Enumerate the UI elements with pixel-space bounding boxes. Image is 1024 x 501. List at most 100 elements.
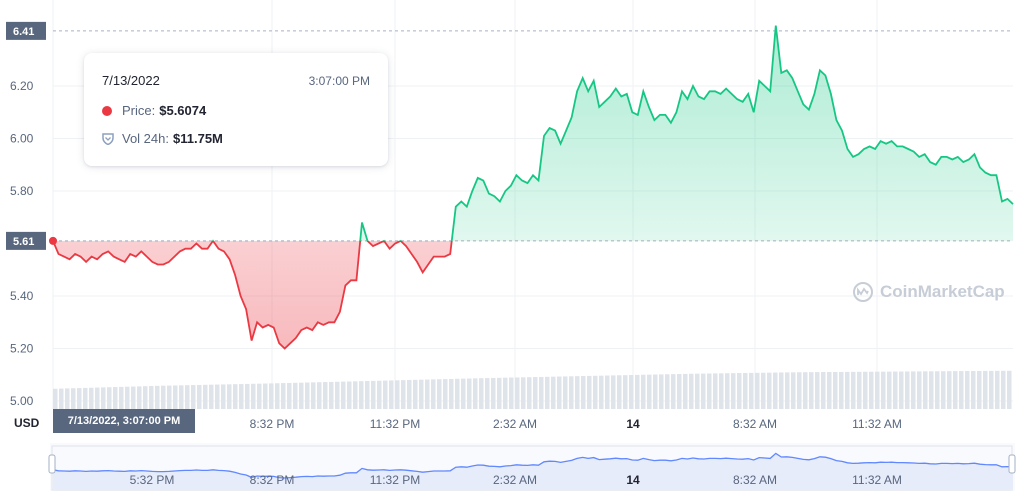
- volume-bar: [431, 379, 436, 409]
- x-tick-label: 11:32 PM: [370, 417, 420, 431]
- volume-bar: [383, 380, 388, 409]
- volume-bars: [53, 370, 1012, 409]
- volume-bar: [761, 372, 766, 409]
- currency-label: USD: [14, 416, 40, 430]
- volume-bar: [683, 373, 688, 409]
- volume-bar: [539, 376, 544, 409]
- range-navigator[interactable]: 5:32 PM 8:32 PM 11:32 PM 2:32 AM 14 8:32 AM 11…: [48, 443, 1016, 491]
- navigator-area: [53, 453, 1013, 490]
- volume-bar: [863, 371, 868, 409]
- navigator-tick-label: 8:32 PM: [250, 473, 295, 487]
- volume-bar: [773, 372, 778, 409]
- price-line-up: [53, 25, 1014, 241]
- volume-bar: [395, 380, 400, 409]
- volume-bar: [83, 387, 88, 409]
- volume-bar: [833, 371, 838, 409]
- volume-bar: [635, 374, 640, 409]
- volume-bar: [563, 376, 568, 409]
- volume-bar: [923, 371, 928, 409]
- volume-bar: [653, 374, 658, 409]
- navigator-tick-label: 2:32 AM: [493, 473, 537, 487]
- x-tick-label: 8:32 AM: [733, 417, 777, 431]
- navigator-left-handle[interactable]: [48, 454, 56, 474]
- coinmarketcap-logo-icon: [853, 282, 873, 302]
- volume-bar: [713, 373, 718, 409]
- volume-bar: [293, 382, 298, 409]
- volume-bar: [77, 388, 82, 409]
- volume-bar: [977, 370, 982, 409]
- navigator-tick-label: 5:32 PM: [130, 473, 175, 487]
- volume-bar: [845, 371, 850, 409]
- volume-bar: [839, 371, 844, 409]
- volume-bar: [737, 373, 742, 409]
- volume-bar: [797, 372, 802, 409]
- volume-bar: [509, 377, 514, 409]
- volume-bar: [755, 372, 760, 409]
- x-axis: 8:32 PM 11:32 PM 2:32 AM 14 8:32 AM 11:32 AM: [250, 417, 902, 431]
- x-tick-label: 8:32 PM: [250, 417, 295, 431]
- price-line-down: [52, 240, 453, 350]
- volume-bar: [719, 373, 724, 409]
- volume-bar: [407, 379, 412, 409]
- volume-bar: [521, 377, 526, 409]
- max-price-tag: [6, 21, 46, 40]
- volume-bar: [605, 375, 610, 409]
- volume-bar: [947, 371, 952, 409]
- volume-bar: [413, 379, 418, 409]
- volume-bar: [71, 388, 76, 409]
- volume-bar: [989, 370, 994, 409]
- watermark-text: CoinMarketCap: [880, 282, 1005, 301]
- volume-bar: [887, 371, 892, 409]
- volume-bar: [731, 373, 736, 409]
- price-tooltip: 7/13/2022 3:07:00 PM Price: $5.6074 Vol …: [84, 53, 388, 166]
- volume-bar: [401, 380, 406, 409]
- volume-bar: [917, 371, 922, 409]
- tooltip-volume-label: Vol 24h:: [122, 131, 169, 146]
- volume-bar: [191, 385, 196, 409]
- volume-bar: [857, 371, 862, 409]
- volume-bar: [131, 386, 136, 409]
- volume-bar: [269, 383, 274, 409]
- volume-bar: [281, 383, 286, 409]
- volume-bar: [107, 387, 112, 409]
- volume-bar: [485, 378, 490, 409]
- volume-bar: [467, 378, 472, 409]
- volume-shield-icon: [102, 132, 114, 145]
- baseline-label: 5.61: [13, 236, 34, 248]
- volume-bar: [749, 372, 754, 409]
- volume-bar: [251, 383, 256, 409]
- volume-bar: [443, 379, 448, 409]
- volume-bar: [167, 385, 172, 409]
- volume-bar: [677, 374, 682, 409]
- volume-bar: [197, 384, 202, 409]
- volume-bar: [725, 373, 730, 409]
- volume-bar: [125, 386, 130, 409]
- volume-bar: [323, 382, 328, 409]
- volume-bar: [647, 374, 652, 409]
- volume-bar: [239, 384, 244, 409]
- volume-bar: [533, 377, 538, 409]
- volume-bar: [809, 372, 814, 409]
- volume-bar: [257, 383, 262, 409]
- volume-bar: [641, 374, 646, 409]
- volume-bar: [89, 387, 94, 409]
- volume-bar: [779, 372, 784, 409]
- area-above-baseline: [360, 25, 1013, 241]
- tooltip-date: 7/13/2022: [102, 73, 160, 88]
- tooltip-price-label: Price:: [122, 103, 156, 118]
- volume-bar: [875, 371, 880, 409]
- volume-bar: [557, 376, 562, 409]
- navigator-right-handle[interactable]: [1008, 454, 1016, 474]
- volume-bar: [119, 386, 124, 409]
- navigator-line: [52, 452, 1014, 479]
- volume-bar: [503, 377, 508, 409]
- volume-bar: [959, 371, 964, 409]
- volume-bar: [449, 378, 454, 409]
- volume-bar: [473, 378, 478, 409]
- volume-bar: [419, 379, 424, 409]
- volume-bar: [701, 373, 706, 409]
- volume-bar: [527, 377, 532, 409]
- volume-bar: [497, 377, 502, 409]
- y-tick-label: 5.40: [10, 289, 34, 303]
